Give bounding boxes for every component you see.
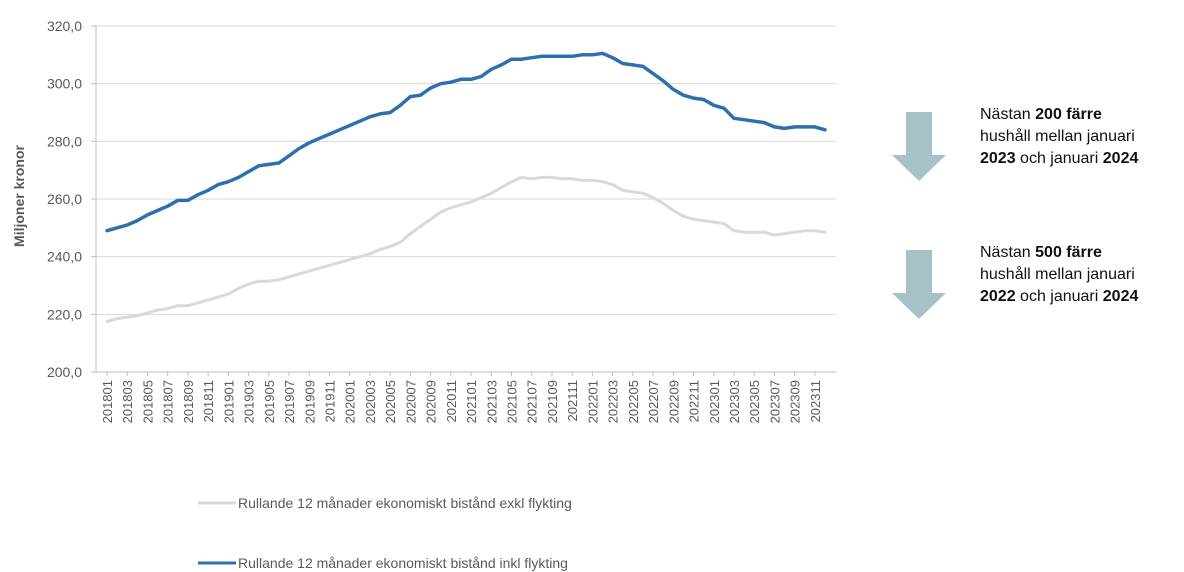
annotation-bold: 2023 [980,150,1016,167]
x-tick-label: 202101 [464,380,479,423]
x-tick-label: 201909 [302,380,317,423]
x-tick-label: 201811 [201,380,216,422]
x-tick-label: 202311 [808,380,823,422]
annotation-bold: 2024 [1102,150,1139,167]
down-arrow-icon [892,112,946,181]
down-arrow-icon [892,250,946,319]
x-axis-ticks: 201801 201803 201805 201807 201809 201811 2019… [100,372,823,423]
y-tick-label: 200,0 [47,364,82,380]
x-tick-label: 201803 [120,380,135,423]
x-tick-label: 202107 [525,380,540,423]
x-tick-label: 202211 [687,380,702,422]
x-tick-label: 201807 [161,380,176,423]
annotation-arrows [892,112,946,319]
x-tick-label: 202203 [606,380,621,423]
x-tick-label: 202001 [343,380,358,423]
annotation-text: Nästan [980,244,1036,261]
x-tick-label: 202007 [403,380,418,423]
x-tick-label: 202005 [383,380,398,423]
series-lines [105,51,827,323]
annotation-text: Nästan [980,106,1036,123]
x-tick-label: 202103 [484,380,499,423]
annotation-bold: 2022 [980,288,1016,305]
annotation-text: hushåll mellan januari [980,128,1135,145]
legend-label-exkl: Rullande 12 månader ekonomiskt bistånd e… [238,495,572,511]
x-tick-label: 201901 [221,380,236,423]
annotation-text: och januari [1015,288,1103,305]
legend: Rullande 12 månader ekonomiskt bistånd e… [198,495,572,571]
x-tick-label: 201907 [282,380,297,423]
x-tick-label: 202305 [747,380,762,423]
x-tick-label: 202109 [545,380,560,423]
y-axis-label: Miljoner kronor [11,145,27,247]
y-tick-label: 300,0 [47,76,82,92]
annotation-bold: 200 färre [1035,106,1102,123]
x-tick-label: 202105 [505,380,520,423]
x-tick-label: 202301 [707,380,722,423]
x-tick-label: 202205 [626,380,641,423]
annotation-bold: 500 färre [1035,244,1102,261]
y-tick-label: 220,0 [47,306,82,322]
x-tick-label: 202201 [585,380,600,423]
legend-label-inkl: Rullande 12 månader ekonomiskt bistånd i… [238,555,568,571]
x-tick-label: 202003 [363,380,378,423]
series-line-exkl-flykting [105,175,827,323]
annotation-200-farre: Nästan 200 färre hushåll mellan januari … [980,104,1138,170]
series-line-inkl-flykting [105,51,827,233]
x-tick-label: 202011 [444,380,459,422]
y-tick-label: 280,0 [47,133,82,149]
x-tick-label: 202303 [727,380,742,423]
annotation-text: och januari [1015,150,1103,167]
gridlines [96,25,836,315]
x-tick-label: 201805 [140,380,155,423]
x-tick-label: 201809 [181,380,196,423]
x-tick-label: 202111 [565,380,580,421]
x-tick-label: 202307 [767,380,782,423]
x-tick-label: 201905 [262,380,277,423]
annotation-500-farre: Nästan 500 färre hushåll mellan januari … [980,242,1138,308]
x-tick-label: 202209 [666,380,681,423]
x-tick-label: 202207 [646,380,661,423]
x-tick-label: 201801 [100,380,115,423]
x-tick-label: 202309 [788,380,803,423]
y-tick-label: 240,0 [47,249,82,265]
x-tick-label: 201911 [322,380,337,422]
annotation-bold: 2024 [1102,288,1139,305]
y-tick-label: 260,0 [47,191,82,207]
x-tick-label: 202009 [424,380,439,423]
annotation-text: hushåll mellan januari [980,266,1135,283]
y-axis-ticks: 200,0 220,0 240,0 260,0 280,0 300,0 320,0 [47,18,96,380]
x-tick-label: 201903 [242,380,257,423]
y-tick-label: 320,0 [47,18,82,34]
